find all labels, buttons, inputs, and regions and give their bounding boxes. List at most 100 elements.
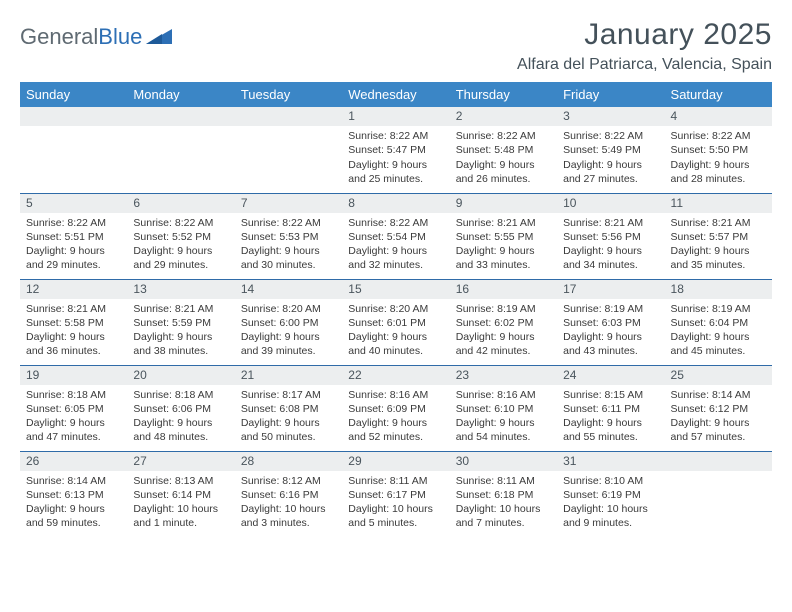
sunset-line: Sunset: 6:19 PM	[563, 488, 658, 502]
daylight-line: Daylight: 9 hours and 27 minutes.	[563, 158, 658, 186]
sunset-line: Sunset: 6:18 PM	[456, 488, 551, 502]
sunset-line: Sunset: 6:00 PM	[241, 316, 336, 330]
sunset-line: Sunset: 5:47 PM	[348, 143, 443, 157]
sunset-line: Sunset: 5:52 PM	[133, 230, 228, 244]
sunrise-line: Sunrise: 8:14 AM	[671, 388, 766, 402]
day-details: Sunrise: 8:21 AMSunset: 5:57 PMDaylight:…	[665, 213, 772, 275]
calendar-day-cell: 30Sunrise: 8:11 AMSunset: 6:18 PMDayligh…	[450, 451, 557, 537]
calendar-day-cell: 8Sunrise: 8:22 AMSunset: 5:54 PMDaylight…	[342, 193, 449, 279]
sunrise-line: Sunrise: 8:18 AM	[26, 388, 121, 402]
day-details: Sunrise: 8:22 AMSunset: 5:48 PMDaylight:…	[450, 126, 557, 188]
calendar-day-cell: 7Sunrise: 8:22 AMSunset: 5:53 PMDaylight…	[235, 193, 342, 279]
day-details: Sunrise: 8:12 AMSunset: 6:16 PMDaylight:…	[235, 471, 342, 533]
calendar-day-cell: 6Sunrise: 8:22 AMSunset: 5:52 PMDaylight…	[127, 193, 234, 279]
calendar-day-cell: 29Sunrise: 8:11 AMSunset: 6:17 PMDayligh…	[342, 451, 449, 537]
weekday-header: Thursday	[450, 82, 557, 107]
sunrise-line: Sunrise: 8:15 AM	[563, 388, 658, 402]
calendar-day-cell: 27Sunrise: 8:13 AMSunset: 6:14 PMDayligh…	[127, 451, 234, 537]
daylight-line: Daylight: 9 hours and 38 minutes.	[133, 330, 228, 358]
day-details: Sunrise: 8:10 AMSunset: 6:19 PMDaylight:…	[557, 471, 664, 533]
brand-part2: Blue	[98, 24, 142, 50]
sunset-line: Sunset: 5:59 PM	[133, 316, 228, 330]
daylight-line: Daylight: 9 hours and 59 minutes.	[26, 502, 121, 530]
day-details: Sunrise: 8:20 AMSunset: 6:01 PMDaylight:…	[342, 299, 449, 361]
day-number: 23	[450, 366, 557, 385]
day-details: Sunrise: 8:21 AMSunset: 5:56 PMDaylight:…	[557, 213, 664, 275]
day-number: 11	[665, 194, 772, 213]
sunrise-line: Sunrise: 8:11 AM	[456, 474, 551, 488]
title-block: January 2025 Alfara del Patriarca, Valen…	[517, 18, 772, 74]
calendar-day-cell: 16Sunrise: 8:19 AMSunset: 6:02 PMDayligh…	[450, 279, 557, 365]
sunset-line: Sunset: 5:55 PM	[456, 230, 551, 244]
day-number	[235, 107, 342, 126]
day-details: Sunrise: 8:16 AMSunset: 6:09 PMDaylight:…	[342, 385, 449, 447]
day-number: 1	[342, 107, 449, 126]
calendar-day-cell: 25Sunrise: 8:14 AMSunset: 6:12 PMDayligh…	[665, 365, 772, 451]
day-number: 10	[557, 194, 664, 213]
sunrise-line: Sunrise: 8:17 AM	[241, 388, 336, 402]
calendar-day-cell: 17Sunrise: 8:19 AMSunset: 6:03 PMDayligh…	[557, 279, 664, 365]
day-details: Sunrise: 8:13 AMSunset: 6:14 PMDaylight:…	[127, 471, 234, 533]
day-number: 28	[235, 452, 342, 471]
day-number: 17	[557, 280, 664, 299]
sunrise-line: Sunrise: 8:10 AM	[563, 474, 658, 488]
daylight-line: Daylight: 9 hours and 42 minutes.	[456, 330, 551, 358]
day-number: 16	[450, 280, 557, 299]
day-number: 30	[450, 452, 557, 471]
daylight-line: Daylight: 9 hours and 26 minutes.	[456, 158, 551, 186]
daylight-line: Daylight: 10 hours and 1 minute.	[133, 502, 228, 530]
sunset-line: Sunset: 6:02 PM	[456, 316, 551, 330]
day-number: 6	[127, 194, 234, 213]
calendar-table: SundayMondayTuesdayWednesdayThursdayFrid…	[20, 82, 772, 537]
sunrise-line: Sunrise: 8:18 AM	[133, 388, 228, 402]
sunset-line: Sunset: 5:57 PM	[671, 230, 766, 244]
day-number: 2	[450, 107, 557, 126]
day-number: 13	[127, 280, 234, 299]
sunrise-line: Sunrise: 8:16 AM	[456, 388, 551, 402]
day-number: 18	[665, 280, 772, 299]
sunset-line: Sunset: 5:53 PM	[241, 230, 336, 244]
daylight-line: Daylight: 9 hours and 35 minutes.	[671, 244, 766, 272]
calendar-week-row: 19Sunrise: 8:18 AMSunset: 6:05 PMDayligh…	[20, 365, 772, 451]
calendar-day-cell: 24Sunrise: 8:15 AMSunset: 6:11 PMDayligh…	[557, 365, 664, 451]
sunrise-line: Sunrise: 8:22 AM	[563, 129, 658, 143]
sunrise-line: Sunrise: 8:22 AM	[456, 129, 551, 143]
sunrise-line: Sunrise: 8:22 AM	[671, 129, 766, 143]
daylight-line: Daylight: 9 hours and 34 minutes.	[563, 244, 658, 272]
calendar-day-cell: 10Sunrise: 8:21 AMSunset: 5:56 PMDayligh…	[557, 193, 664, 279]
daylight-line: Daylight: 10 hours and 5 minutes.	[348, 502, 443, 530]
daylight-line: Daylight: 9 hours and 45 minutes.	[671, 330, 766, 358]
day-number: 27	[127, 452, 234, 471]
day-details: Sunrise: 8:22 AMSunset: 5:53 PMDaylight:…	[235, 213, 342, 275]
calendar-week-row: 1 Sunrise: 8:22 AM Sunset: 5:47 PM Daylight…	[20, 107, 772, 193]
calendar-week-row: 12Sunrise: 8:21 AMSunset: 5:58 PMDayligh…	[20, 279, 772, 365]
daylight-line: Daylight: 9 hours and 29 minutes.	[26, 244, 121, 272]
day-number	[127, 107, 234, 126]
logo-triangle-icon	[146, 24, 172, 50]
sunrise-line: Sunrise: 8:19 AM	[671, 302, 766, 316]
page-header: GeneralBlue January 2025 Alfara del Patr…	[20, 18, 772, 74]
day-number: 3	[557, 107, 664, 126]
day-details: Sunrise: 8:17 AMSunset: 6:08 PMDaylight:…	[235, 385, 342, 447]
daylight-line: Daylight: 9 hours and 39 minutes.	[241, 330, 336, 358]
calendar-day-cell: 26Sunrise: 8:14 AMSunset: 6:13 PMDayligh…	[20, 451, 127, 537]
day-details: Sunrise: 8:22 AMSunset: 5:54 PMDaylight:…	[342, 213, 449, 275]
calendar-day-cell: 15Sunrise: 8:20 AMSunset: 6:01 PMDayligh…	[342, 279, 449, 365]
sunrise-line: Sunrise: 8:22 AM	[348, 216, 443, 230]
day-details: Sunrise: 8:18 AMSunset: 6:05 PMDaylight:…	[20, 385, 127, 447]
calendar-day-cell: 13Sunrise: 8:21 AMSunset: 5:59 PMDayligh…	[127, 279, 234, 365]
day-number: 29	[342, 452, 449, 471]
sunrise-line: Sunrise: 8:16 AM	[348, 388, 443, 402]
day-number: 31	[557, 452, 664, 471]
sunrise-line: Sunrise: 8:12 AM	[241, 474, 336, 488]
calendar-day-cell: 9Sunrise: 8:21 AMSunset: 5:55 PMDaylight…	[450, 193, 557, 279]
day-number: 14	[235, 280, 342, 299]
day-details: Sunrise: 8:22 AMSunset: 5:51 PMDaylight:…	[20, 213, 127, 275]
calendar-day-cell	[235, 107, 342, 193]
day-details: Sunrise: 8:22 AMSunset: 5:52 PMDaylight:…	[127, 213, 234, 275]
day-number	[665, 452, 772, 471]
daylight-line: Daylight: 9 hours and 43 minutes.	[563, 330, 658, 358]
daylight-line: Daylight: 9 hours and 28 minutes.	[671, 158, 766, 186]
calendar-week-row: 26Sunrise: 8:14 AMSunset: 6:13 PMDayligh…	[20, 451, 772, 537]
location: Alfara del Patriarca, Valencia, Spain	[517, 56, 772, 74]
